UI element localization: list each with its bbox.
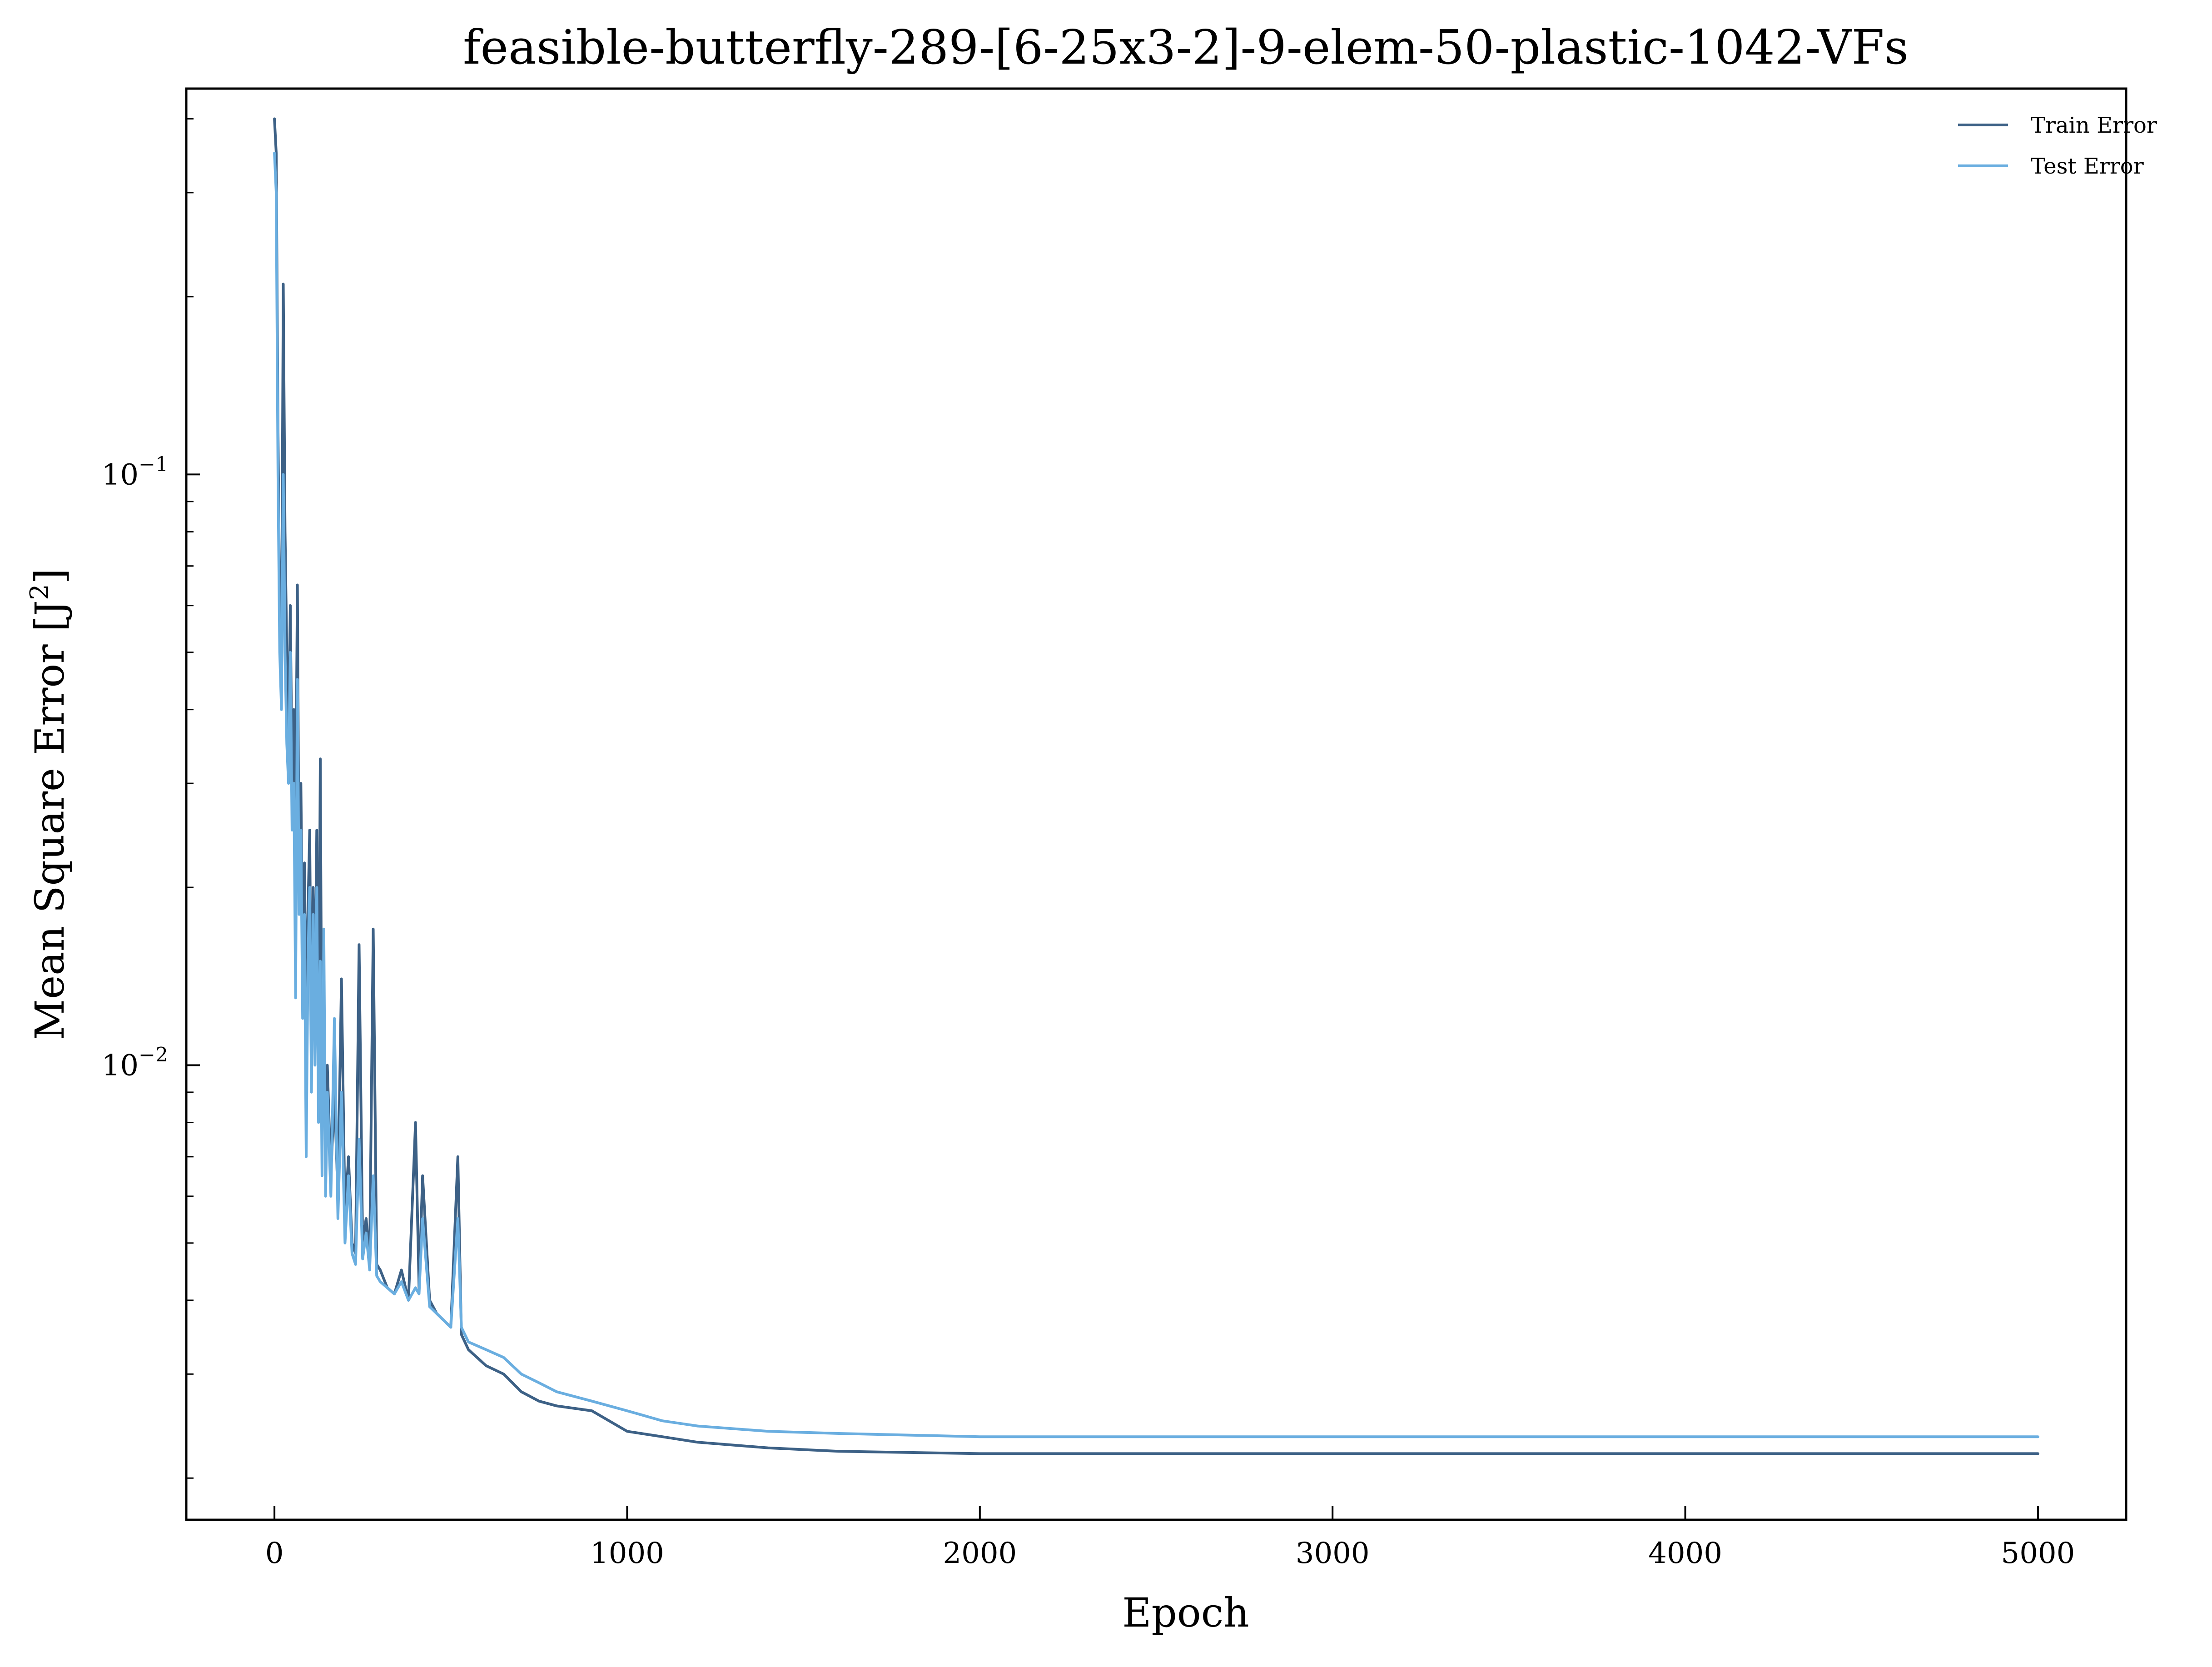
legend: Train Error Test Error: [1958, 113, 2157, 179]
series-line-test-error: [273, 151, 2039, 1438]
x-tick-label: 2000: [943, 1537, 1017, 1570]
plot-frame: [185, 87, 2127, 1521]
y-axis-label-main: Mean Square Error [J: [26, 600, 73, 1040]
x-tick-label: 1000: [590, 1537, 664, 1570]
legend-label-test-error: Test Error: [2031, 154, 2144, 179]
x-axis-label: Epoch: [1122, 1589, 1249, 1636]
y-axis-label-superscript: 2: [25, 584, 55, 600]
x-tick-label: 4000: [1648, 1537, 1722, 1570]
y-axis-label: Mean Square Error [J2]: [25, 568, 73, 1040]
legend-label-train-error: Train Error: [2031, 113, 2157, 138]
y-tick-label: 10−2: [102, 1043, 168, 1082]
x-tick-label: 5000: [2001, 1537, 2075, 1570]
y-tick-label: 10−1: [102, 453, 168, 492]
x-axis: 0 1000 2000 3000 4000 5000: [265, 1506, 2075, 1570]
x-tick-label: 0: [265, 1537, 284, 1570]
x-tick-label: 3000: [1296, 1537, 1370, 1570]
series-layer: [273, 117, 2039, 1455]
chart-title: feasible-butterfly-289-[6-25x3-2]-9-elem…: [463, 20, 1909, 75]
y-axis-label-close: ]: [26, 568, 73, 584]
y-axis: 10−1 10−2: [102, 118, 200, 1479]
